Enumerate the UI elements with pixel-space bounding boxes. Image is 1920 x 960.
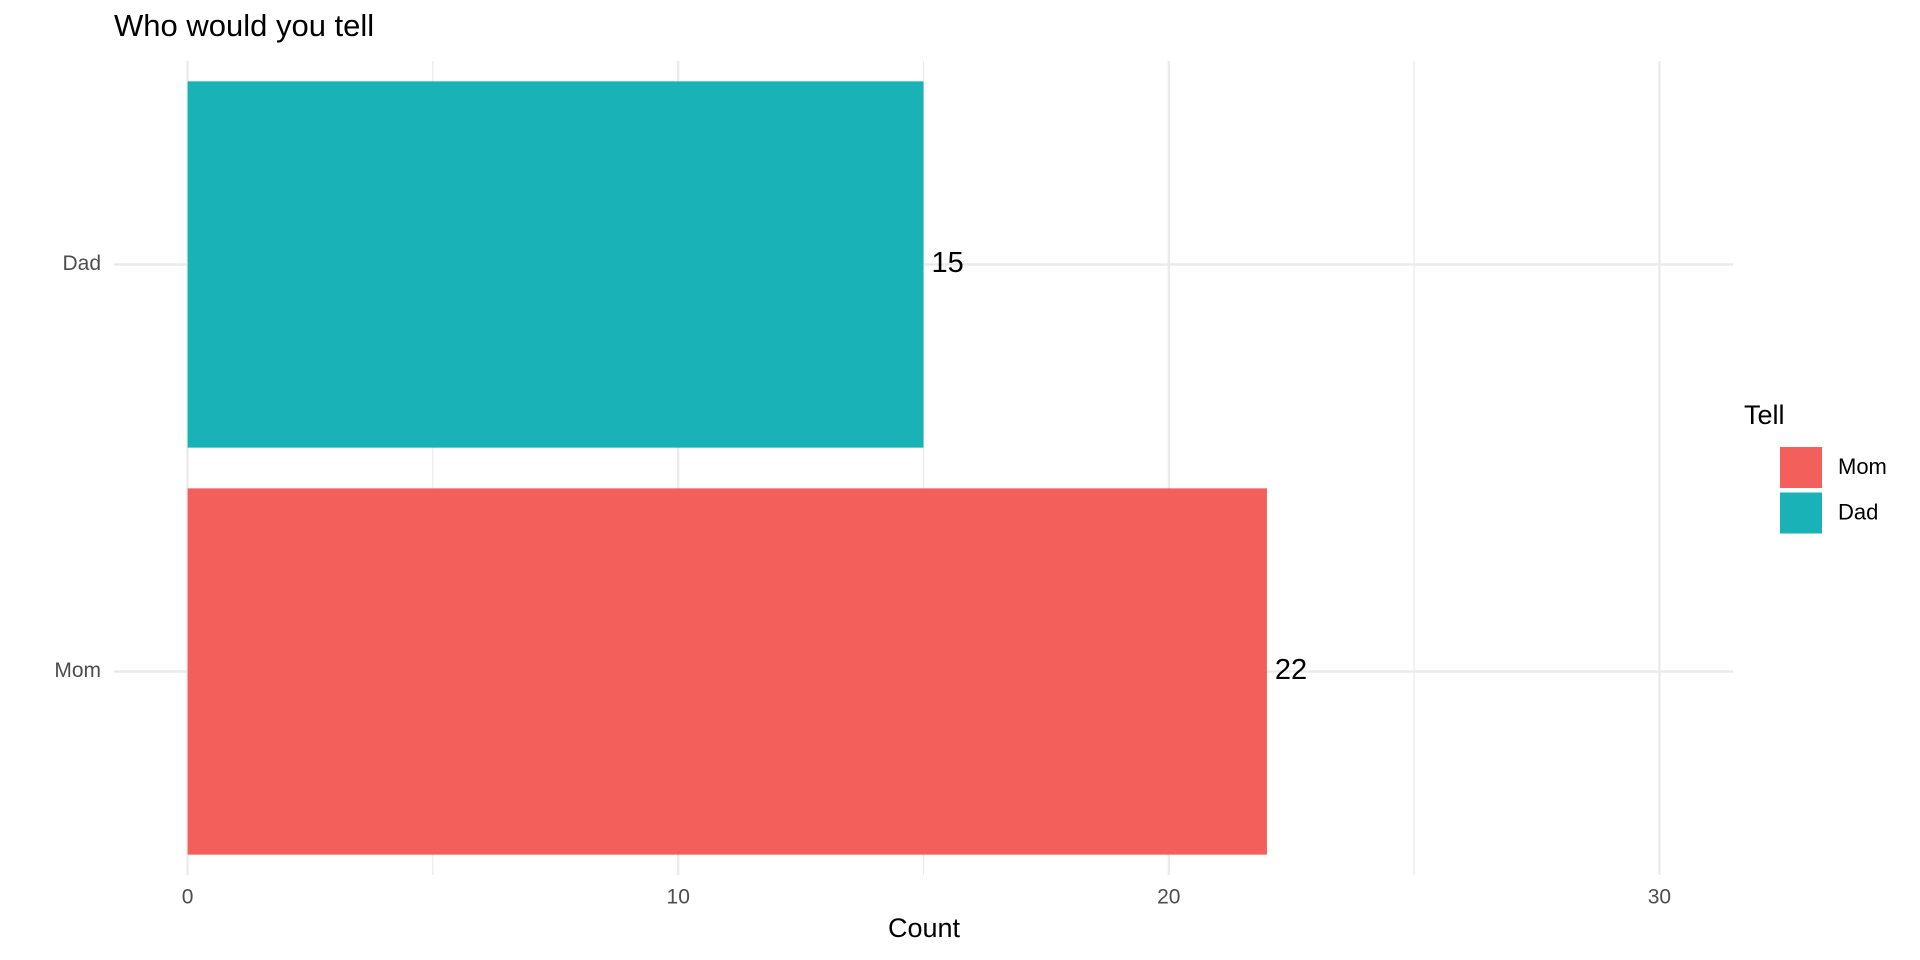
legend-title: Tell — [1744, 400, 1785, 430]
value-label: 15 — [932, 247, 964, 279]
x-axis-title: Count — [888, 913, 961, 943]
legend-label: Mom — [1838, 454, 1887, 479]
legend-key — [1780, 447, 1822, 488]
x-tick-label: 20 — [1157, 886, 1180, 909]
legend-key — [1780, 492, 1822, 534]
value-label: 22 — [1275, 654, 1307, 686]
x-tick-label: 0 — [182, 886, 194, 909]
y-tick-label: Mom — [54, 659, 101, 682]
bar — [187, 488, 1267, 855]
chart-title: Who would you tell — [114, 8, 374, 43]
bar — [187, 81, 924, 448]
x-tick-label: 10 — [667, 886, 690, 909]
legend-label: Dad — [1838, 499, 1878, 524]
x-tick-label: 30 — [1648, 886, 1671, 909]
y-tick-label: Dad — [62, 252, 101, 275]
